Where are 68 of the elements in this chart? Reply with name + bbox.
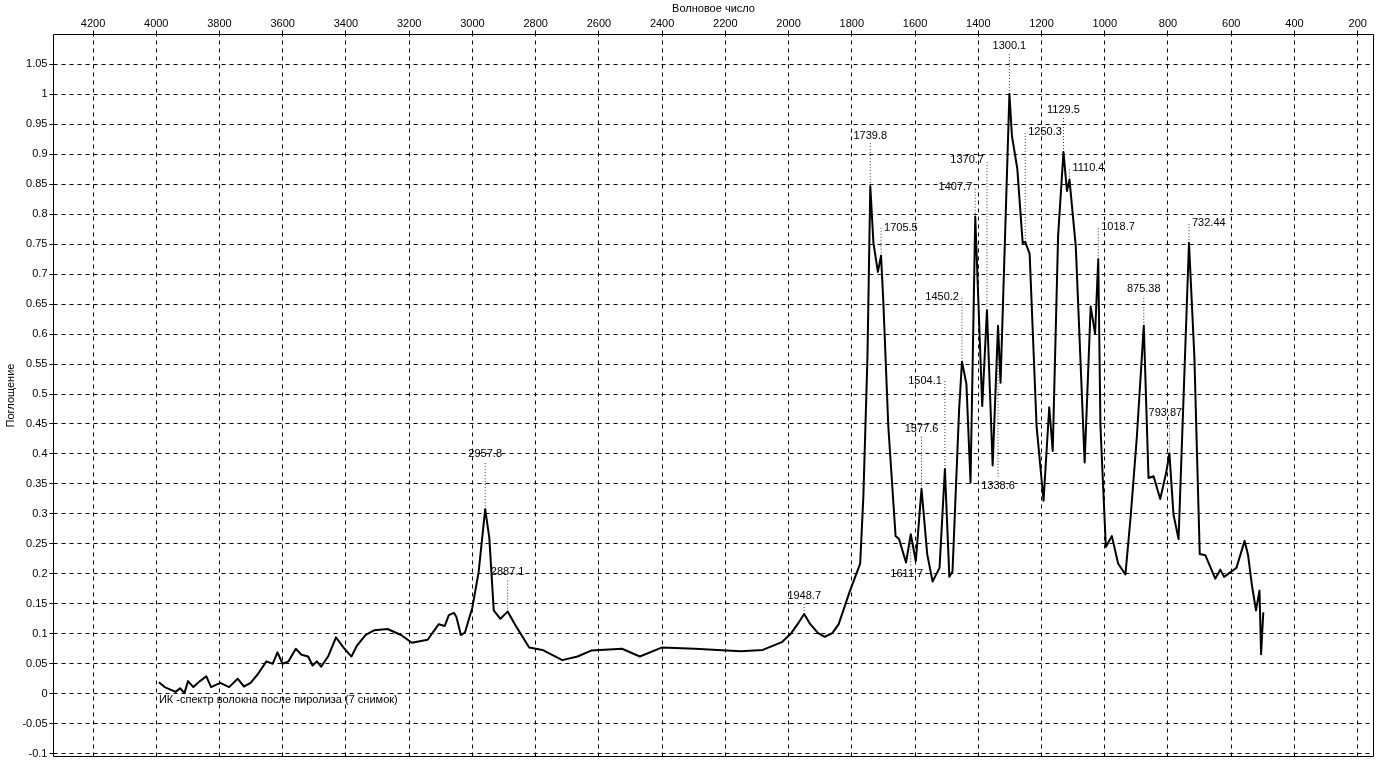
- x-tick-label: 3600: [270, 16, 295, 29]
- annotation: 2887.1: [490, 564, 525, 577]
- y-tick-label: 0.45: [26, 416, 48, 429]
- y-tick-label: 0.75: [26, 237, 48, 250]
- x-tick-label: 4000: [144, 16, 169, 29]
- x-tick-label: 2400: [649, 16, 675, 29]
- y-tick-label: 0.6: [32, 327, 48, 340]
- y-tick-label: 0.9: [32, 147, 48, 160]
- y-tick-label: -0.05: [22, 716, 48, 729]
- annotation: 1577.6: [904, 421, 939, 434]
- x-tick-label: 1800: [839, 16, 865, 29]
- x-tick-label: 1400: [966, 16, 991, 29]
- annotation: 1739.8: [853, 129, 888, 142]
- y-tick-label: 0.2: [32, 566, 48, 579]
- x-tick-label: 2600: [586, 16, 612, 29]
- x-tick-label: 3800: [207, 16, 232, 29]
- annotation: 1129.5: [1047, 103, 1080, 116]
- y-tick-label: 1: [41, 87, 48, 100]
- y-tick-label: 0.35: [26, 476, 48, 489]
- x-tick-label: 1000: [1092, 16, 1117, 29]
- annotation: 875.38: [1126, 281, 1161, 294]
- x-tick-label: 2000: [776, 16, 801, 29]
- y-tick-label: 1.05: [26, 57, 48, 70]
- y-tick-label: 0.4: [32, 446, 48, 459]
- x-tick-label: 4200: [80, 16, 106, 29]
- annotation: 1407.7: [938, 179, 973, 192]
- annotation: 2957.8: [468, 447, 503, 460]
- annotation: 732.44: [1191, 216, 1226, 229]
- y-tick-label: 0.25: [26, 536, 48, 549]
- y-tick-label: 0.05: [26, 656, 48, 669]
- x-tick-label: 3200: [396, 16, 422, 29]
- y-tick-label: 0.95: [26, 117, 48, 130]
- series-label: ИК -спектр волокна после пиролиза (7 снимок): [158, 693, 398, 706]
- annotation: 1110.4: [1072, 160, 1105, 173]
- x-tick-label: 200: [1348, 16, 1367, 29]
- y-tick-label: 0.65: [26, 297, 48, 310]
- y-tick-label: 0.8: [32, 207, 48, 220]
- x-axis-title: Волновое число: [672, 1, 755, 14]
- annotation: 1948.7: [787, 589, 822, 601]
- annotation: 1250.3: [1028, 124, 1062, 137]
- annotation: 1370.7: [950, 153, 984, 166]
- x-tick-label: 2200: [713, 16, 738, 29]
- x-tick-label: 600: [1222, 16, 1241, 29]
- x-tick-label: 2800: [523, 16, 548, 29]
- annotation: 1611.7: [890, 567, 924, 580]
- annotation: 1018.7: [1101, 220, 1135, 233]
- x-tick-label: 800: [1158, 16, 1178, 29]
- y-tick-label: 0.7: [32, 267, 48, 280]
- annotation: 1338.6: [981, 478, 1015, 491]
- annotation: 793.87: [1148, 406, 1183, 419]
- x-tick-label: 1600: [902, 16, 928, 29]
- y-tick-label: -0.1: [28, 746, 48, 759]
- y-tick-label: 0: [41, 686, 48, 699]
- y-tick-label: 0.15: [26, 596, 48, 609]
- x-tick-label: 400: [1285, 16, 1304, 29]
- y-tick-label: 0.5: [32, 387, 48, 399]
- annotation: 1300.1: [992, 38, 1027, 51]
- x-tick-label: 1200: [1029, 16, 1054, 29]
- x-tick-label: 3400: [333, 16, 359, 29]
- y-tick-label: 0.1: [32, 626, 48, 639]
- x-tick-label: 3000: [460, 16, 485, 29]
- y-tick-label: 0.55: [26, 357, 48, 370]
- y-axis-title: Поглощение: [4, 363, 17, 428]
- annotation: 1450.2: [925, 289, 959, 302]
- y-tick-label: 0.85: [26, 177, 48, 190]
- annotation: 1504.1: [908, 374, 942, 386]
- annotation: 1705.5: [884, 220, 918, 233]
- y-tick-label: 0.3: [32, 506, 48, 519]
